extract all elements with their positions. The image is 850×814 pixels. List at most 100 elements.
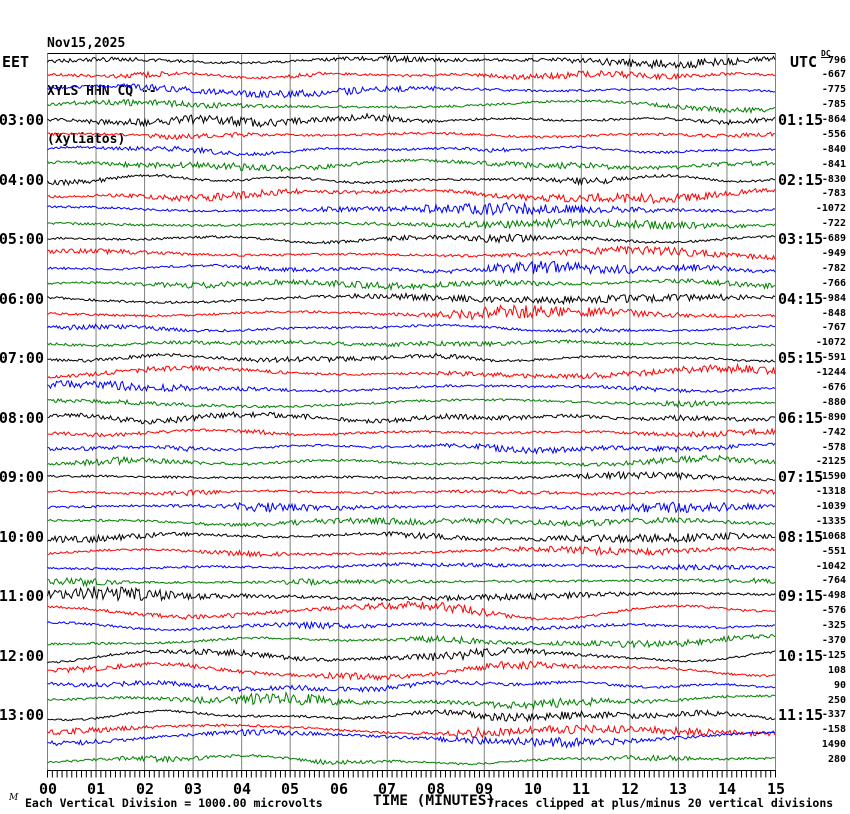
utc-hour-label: 04:15: [778, 290, 824, 308]
seismic-trace: [47, 488, 776, 497]
seismic-trace: [47, 601, 776, 621]
eet-hour-label: 13:00: [0, 706, 44, 724]
minute-label: 08: [426, 780, 446, 798]
dc-value: -2125: [815, 456, 846, 467]
seismic-trace: [47, 561, 776, 572]
minute-label: 03: [183, 780, 203, 798]
dc-value: -1068: [815, 531, 846, 542]
dc-value: -840: [821, 144, 846, 155]
dc-value: -1042: [815, 561, 846, 572]
minute-label: 10: [523, 780, 543, 798]
utc-hour-label: 10:15: [778, 647, 824, 665]
seismic-trace: [47, 323, 775, 334]
seismic-trace: [47, 158, 776, 173]
dc-value: 250: [827, 695, 846, 706]
minute-label: 06: [329, 780, 349, 798]
utc-hour-label: 08:15: [778, 528, 824, 546]
seismic-trace: [47, 187, 776, 205]
dc-value: -1039: [815, 501, 846, 512]
seismic-trace: [47, 753, 776, 766]
seismic-trace: [47, 576, 776, 588]
seismic-trace: [47, 173, 776, 187]
dc-value: 1490: [821, 739, 846, 750]
seismic-trace: [47, 245, 776, 261]
minute-label: 14: [717, 780, 737, 798]
dc-value: -1072: [815, 337, 846, 348]
eet-hour-label: 04:00: [0, 171, 44, 189]
eet-hour-label: 11:00: [0, 587, 44, 605]
clip-note: Traces clipped at plus/minus 20 vertical…: [487, 796, 834, 810]
utc-hour-label: 05:15: [778, 349, 824, 367]
eet-hour-label: 09:00: [0, 468, 44, 486]
dc-value: -984: [821, 293, 846, 304]
eet-hour-label: 05:00: [0, 230, 44, 248]
seismic-trace: [47, 470, 776, 482]
dc-value: -722: [821, 218, 846, 229]
seismic-trace: [47, 427, 776, 439]
dc-value: -764: [821, 575, 846, 586]
seismic-trace: [47, 362, 776, 380]
seismic-trace: [47, 398, 776, 409]
seismic-trace: [47, 660, 776, 682]
seismic-trace: [47, 516, 776, 528]
dc-value: -576: [821, 605, 846, 616]
dc-value: -591: [821, 352, 846, 363]
dc-value: -848: [821, 308, 846, 319]
utc-hour-label: 06:15: [778, 409, 824, 427]
dc-value: -841: [821, 159, 846, 170]
seismic-trace: [47, 201, 776, 216]
dc-value: -337: [821, 709, 846, 720]
eet-hour-label: 08:00: [0, 409, 44, 427]
dc-value: -830: [821, 174, 846, 185]
dc-value: -785: [821, 99, 846, 110]
dc-value: 108: [827, 665, 846, 676]
eet-hour-label: 07:00: [0, 349, 44, 367]
seismic-trace: [47, 304, 776, 321]
minute-label: 00: [38, 780, 58, 798]
minute-label: 09: [474, 780, 494, 798]
seismic-trace: [47, 83, 776, 99]
seismic-trace: [47, 98, 776, 115]
minute-label: 04: [232, 780, 252, 798]
minute-label: 11: [571, 780, 591, 798]
seismic-trace: [47, 291, 776, 306]
left-timezone-label: EET: [2, 53, 30, 71]
minute-label: 12: [620, 780, 640, 798]
dc-column-header: DC: [821, 49, 831, 58]
seismic-trace: [47, 633, 776, 649]
dc-value: -949: [821, 248, 846, 259]
dc-value: -783: [821, 188, 846, 199]
eet-hour-label: 10:00: [0, 528, 44, 546]
dc-value: -775: [821, 84, 846, 95]
seismic-trace: [47, 131, 776, 140]
dc-value: -767: [821, 322, 846, 333]
title-location: (Xyliatos): [47, 132, 126, 147]
dc-value: -498: [821, 590, 846, 601]
seismic-trace: [47, 690, 776, 711]
title-date: Nov15,2025: [47, 36, 126, 51]
dc-value: -325: [821, 620, 846, 631]
minute-label: 05: [280, 780, 300, 798]
dc-value: 90: [833, 680, 846, 691]
dc-value: 796: [827, 55, 846, 66]
seismic-trace: [47, 339, 776, 348]
seismic-trace: [47, 145, 776, 157]
dc-value: -1318: [815, 486, 846, 497]
utc-hour-label: 03:15: [778, 230, 824, 248]
eet-hour-label: 12:00: [0, 647, 44, 665]
dc-value: -689: [821, 233, 846, 244]
seismic-trace: [47, 679, 776, 694]
seismic-trace: [47, 442, 776, 455]
dc-value: -125: [821, 650, 846, 661]
dc-value: -556: [821, 129, 846, 140]
dc-value: -766: [821, 278, 846, 289]
utc-hour-label: 09:15: [778, 587, 824, 605]
right-timezone-label: UTC: [790, 53, 818, 71]
dc-value: -890: [821, 412, 846, 423]
x-axis-title: TIME (MINUTES): [373, 793, 496, 809]
seismic-trace: [47, 728, 776, 749]
utc-hour-label: 11:15: [778, 706, 824, 724]
eet-hour-label: 03:00: [0, 111, 44, 129]
